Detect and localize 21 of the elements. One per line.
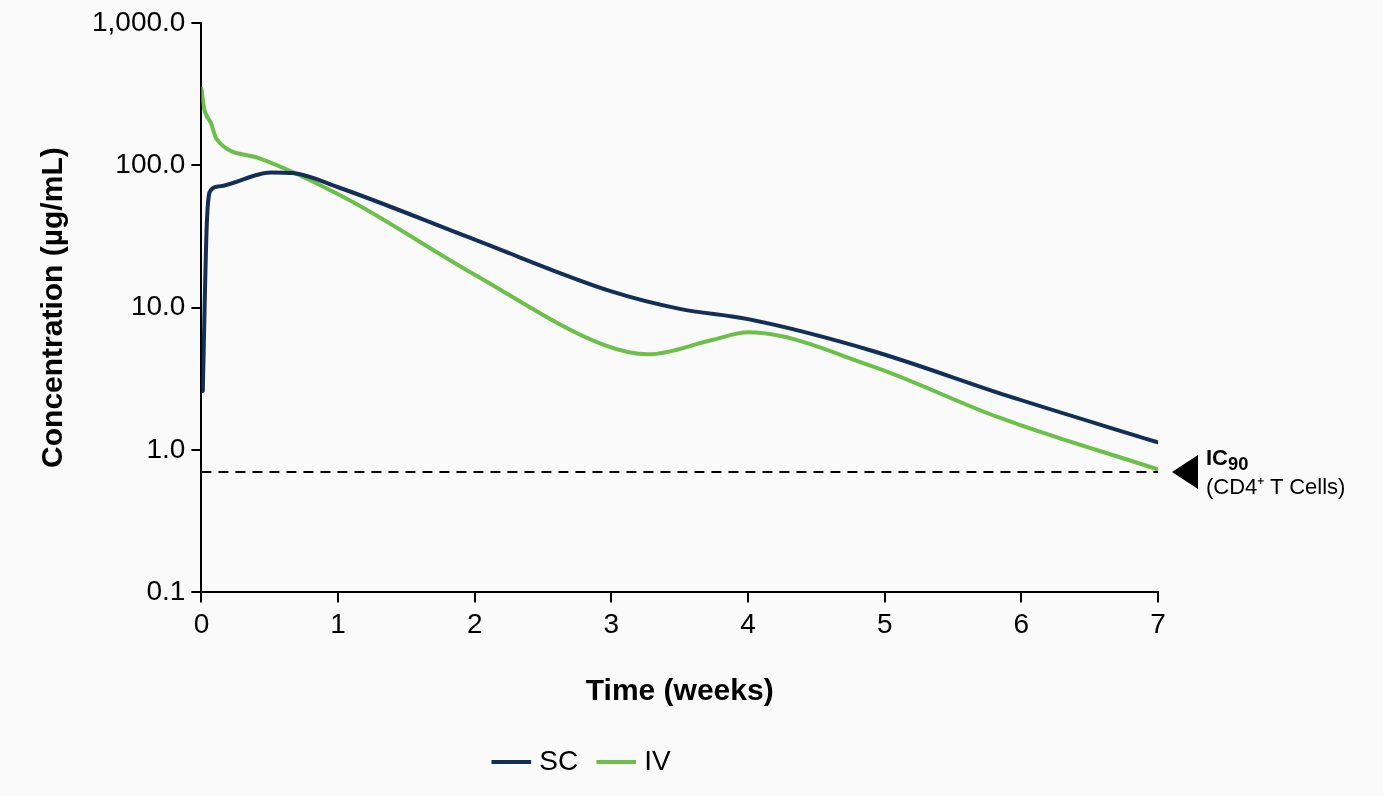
line-series (201, 170, 1158, 445)
legend-label: SC (539, 744, 579, 776)
x-tick-label: 7 (1150, 607, 1166, 639)
x-tick-label: 4 (740, 607, 756, 639)
y-tick-label: 1,000.0 (92, 5, 186, 37)
line-series (201, 86, 1158, 472)
x-axis-title: Time (weeks) (585, 673, 774, 707)
x-tick-label: 6 (1013, 607, 1030, 639)
ref-line-label: IC$_{90}$ (1206, 445, 1249, 475)
y-tick-label: 100.0 (115, 147, 186, 179)
x-tick-label: 5 (876, 607, 893, 639)
text: (CD4⁺ T Cells) (1206, 474, 1346, 501)
x-tick-label: 2 (466, 607, 483, 639)
x-tick-label: 3 (603, 607, 620, 639)
y-tick-label: 0.1 (146, 575, 186, 607)
legend-label: IV (644, 744, 671, 776)
y-axis-title: Concentration (µg/mL) (35, 147, 69, 468)
x-tick-label: 0 (193, 607, 210, 639)
y-tick-label: 1.0 (146, 432, 186, 464)
y-tick-label: 10.0 (130, 290, 186, 322)
x-tick-label: 1 (330, 607, 346, 639)
